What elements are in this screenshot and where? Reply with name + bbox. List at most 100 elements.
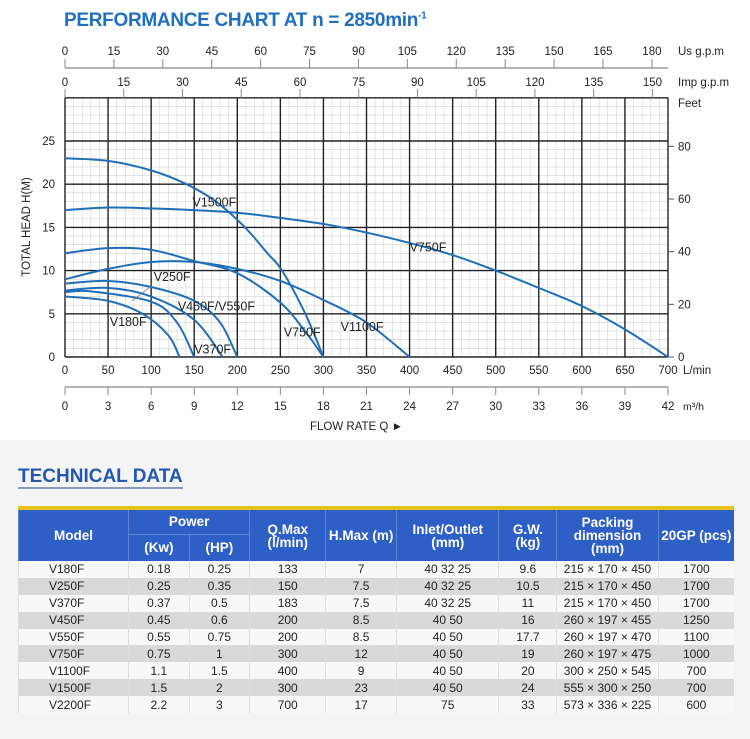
- y-tick-label: 5: [49, 309, 55, 321]
- us-gpm-tick-label: 15: [108, 46, 121, 58]
- curve-label: V750F: [284, 325, 321, 339]
- imp-gpm-tick-label: 135: [584, 77, 603, 89]
- table-cell: 1700: [657, 577, 734, 595]
- table-cell: 0.25: [188, 561, 250, 578]
- table-cell: 400: [249, 662, 326, 680]
- imp-gpm-tick-label: 0: [62, 77, 68, 89]
- header-inlet-outlet: Inlet/Outlet (mm): [395, 508, 499, 561]
- imp-gpm-tick-label: 75: [352, 77, 365, 89]
- m3h-tick-label: 3: [105, 401, 111, 413]
- y-tick-label: 0: [49, 352, 55, 364]
- table-cell: 8.5: [325, 628, 397, 646]
- table-cell: 7.5: [325, 594, 397, 612]
- table-cell: 9: [325, 662, 397, 680]
- table-cell: 40 50: [395, 645, 499, 663]
- technical-data-table: Model Power Q.Max (l/min) H.Max (m) Inle…: [17, 506, 734, 714]
- table-cell: 33: [498, 696, 557, 714]
- table-cell: 700: [249, 696, 326, 714]
- feet-tick-label: 60: [678, 194, 691, 206]
- us-gpm-tick-label: 0: [62, 46, 68, 58]
- chart-curves: [64, 157, 669, 358]
- table-cell: 300: [249, 645, 326, 663]
- x-tick-label: 0: [62, 365, 68, 377]
- y-tick-label: 20: [42, 179, 55, 191]
- table-cell: 183: [249, 594, 326, 612]
- curve-v1100f: [64, 260, 411, 358]
- table-row: V1100F 1.1 1.5 400 9 40 50 20 300 × 250 × 545 70…: [17, 662, 734, 680]
- imp-gpm-tick-label: 120: [525, 77, 544, 89]
- us-gpm-tick-label: 60: [254, 46, 267, 58]
- us-gpm-axis-label: Us g.p.m: [678, 46, 724, 58]
- table-cell: 9.6: [498, 561, 557, 578]
- m3h-tick-label: 21: [360, 401, 373, 413]
- table-cell: 133: [249, 561, 326, 578]
- chart-axes: 0 50 100 150 200 250 300 350 400 450 500 550 600 650 7…: [21, 46, 729, 433]
- table-cell: V1500F: [17, 679, 129, 697]
- table-cell: 1.5: [188, 662, 250, 680]
- m3h-tick-label: 15: [274, 401, 287, 413]
- us-gpm-tick-label: 180: [642, 46, 661, 58]
- m3h-tick-label: 36: [575, 401, 588, 413]
- curve-v250f: [64, 289, 196, 358]
- feet-axis-label: Feet: [678, 98, 702, 110]
- imp-gpm-tick-label: 90: [411, 77, 424, 89]
- table-cell: 260 × 197 × 475: [556, 645, 659, 663]
- table-cell: V1100F: [17, 662, 129, 680]
- curve-label: V370F: [194, 343, 231, 357]
- table-cell: 11: [498, 594, 557, 612]
- x-tick-label: 50: [102, 365, 115, 377]
- imp-gpm-tick-label: 30: [176, 77, 189, 89]
- table-cell: 40 50: [395, 679, 499, 697]
- table-cell: 1.1: [128, 662, 190, 680]
- table-cell: 8.5: [325, 611, 397, 629]
- m3h-tick-label: 30: [489, 401, 502, 413]
- m3h-axis-label: m³/h: [683, 401, 704, 413]
- header-gw: G.W. (kg): [498, 508, 557, 561]
- y-tick-label: 15: [42, 222, 55, 234]
- table-cell: 2.2: [128, 696, 190, 714]
- table-cell: 40 32 25: [395, 594, 499, 612]
- y-axis-title: TOTAL HEAD H(M): [21, 177, 33, 277]
- x-tick-label: 150: [185, 365, 204, 377]
- x-tick-label: 200: [228, 365, 247, 377]
- m3h-tick-label: 33: [532, 401, 545, 413]
- table-cell: 17.7: [498, 628, 557, 646]
- table-cell: 0.45: [128, 611, 190, 629]
- table-cell: 200: [249, 628, 326, 646]
- table-cell: 215 × 170 × 450: [556, 594, 659, 612]
- table-cell: 260 × 197 × 470: [556, 628, 659, 646]
- table-cell: 260 × 197 × 455: [556, 611, 659, 629]
- x-tick-label: 250: [271, 365, 290, 377]
- table-cell: V450F: [17, 611, 129, 629]
- curve-v370f: [64, 286, 224, 358]
- curve-label: V180F: [110, 315, 147, 329]
- feet-tick-label: 40: [678, 247, 691, 259]
- table-cell: 0.37: [128, 594, 190, 612]
- curve-label: V1100F: [341, 320, 384, 334]
- table-cell: V550F: [17, 628, 129, 646]
- m3h-tick-label: 39: [619, 401, 632, 413]
- table-cell: 19: [498, 645, 557, 663]
- table-cell: 40 50: [395, 611, 499, 629]
- table-cell: V750F: [17, 645, 129, 663]
- table-cell: 0.75: [188, 628, 250, 646]
- technical-data-title: TECHNICAL DATA: [18, 466, 183, 489]
- table-cell: 40 50: [395, 662, 499, 680]
- table-row: V180F 0.18 0.25 133 7 40 32 25 9.6 215 × 170 × …: [17, 561, 734, 578]
- table-cell: 700: [657, 662, 734, 680]
- m3h-tick-label: 12: [231, 401, 244, 413]
- us-gpm-tick-label: 45: [205, 46, 218, 58]
- table-cell: 300: [249, 679, 326, 697]
- curve-label: V1500F: [192, 196, 236, 210]
- table-cell: 0.35: [188, 577, 250, 595]
- feet-tick-label: 20: [678, 299, 691, 311]
- x-tick-label: 550: [529, 365, 548, 377]
- table-cell: 16: [498, 611, 557, 629]
- table-cell: 20: [498, 662, 557, 680]
- table-cell: 1100: [657, 628, 734, 646]
- table-cell: 215 × 170 × 450: [556, 561, 659, 578]
- m3h-tick-label: 6: [148, 401, 154, 413]
- x-tick-label: 350: [357, 365, 376, 377]
- curve-v750f: [64, 246, 325, 358]
- table-cell: 0.5: [188, 594, 250, 612]
